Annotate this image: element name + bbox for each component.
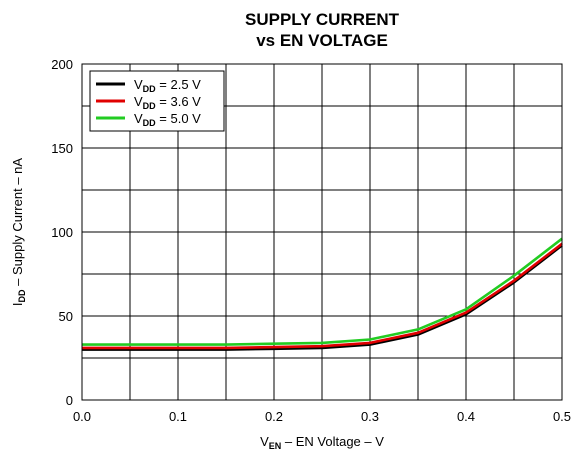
y-tick-label: 150 bbox=[51, 141, 73, 156]
y-tick-label: 50 bbox=[59, 309, 73, 324]
y-axis-label: IDD – Supply Current – nA bbox=[10, 158, 27, 306]
y-tick-label: 100 bbox=[51, 225, 73, 240]
legend-label: VDD = 3.6 V bbox=[134, 94, 201, 111]
x-axis-label-rest: – EN Voltage – V bbox=[281, 434, 384, 449]
x-tick-label: 0.4 bbox=[457, 409, 475, 424]
x-axis-label-sub: EN bbox=[269, 441, 282, 451]
series-line-1 bbox=[82, 244, 563, 351]
y-tick-label: 0 bbox=[66, 393, 73, 408]
x-tick-label: 0.5 bbox=[553, 409, 571, 424]
series-line-3 bbox=[82, 237, 563, 346]
x-axis-label: VEN – EN Voltage – V bbox=[260, 434, 384, 451]
plot-series bbox=[82, 237, 563, 351]
x-tick-label: 0.0 bbox=[73, 409, 91, 424]
chart-title-line-1: SUPPLY CURRENT bbox=[245, 10, 400, 29]
series-line-2 bbox=[82, 242, 563, 350]
legend-label: VDD = 2.5 V bbox=[134, 77, 201, 94]
legend-label: VDD = 5.0 V bbox=[134, 111, 201, 128]
x-tick-label: 0.3 bbox=[361, 409, 379, 424]
x-tick-label: 0.1 bbox=[169, 409, 187, 424]
chart-title-line-2: vs EN VOLTAGE bbox=[256, 31, 388, 50]
plot-frame bbox=[81, 63, 563, 401]
y-axis-label-rest: – Supply Current – nA bbox=[10, 158, 25, 290]
x-tick-labels: 0.0 0.1 0.2 0.3 0.4 0.5 bbox=[73, 409, 571, 424]
y-tick-label: 200 bbox=[51, 57, 73, 72]
plot-grid bbox=[82, 64, 562, 400]
x-axis-label-main: V bbox=[260, 434, 269, 449]
x-tick-label: 0.2 bbox=[265, 409, 283, 424]
y-axis-label-main: I bbox=[10, 302, 25, 306]
y-axis-label-sub: DD bbox=[17, 289, 27, 302]
y-tick-labels: 0 50 100 150 200 bbox=[51, 57, 73, 408]
